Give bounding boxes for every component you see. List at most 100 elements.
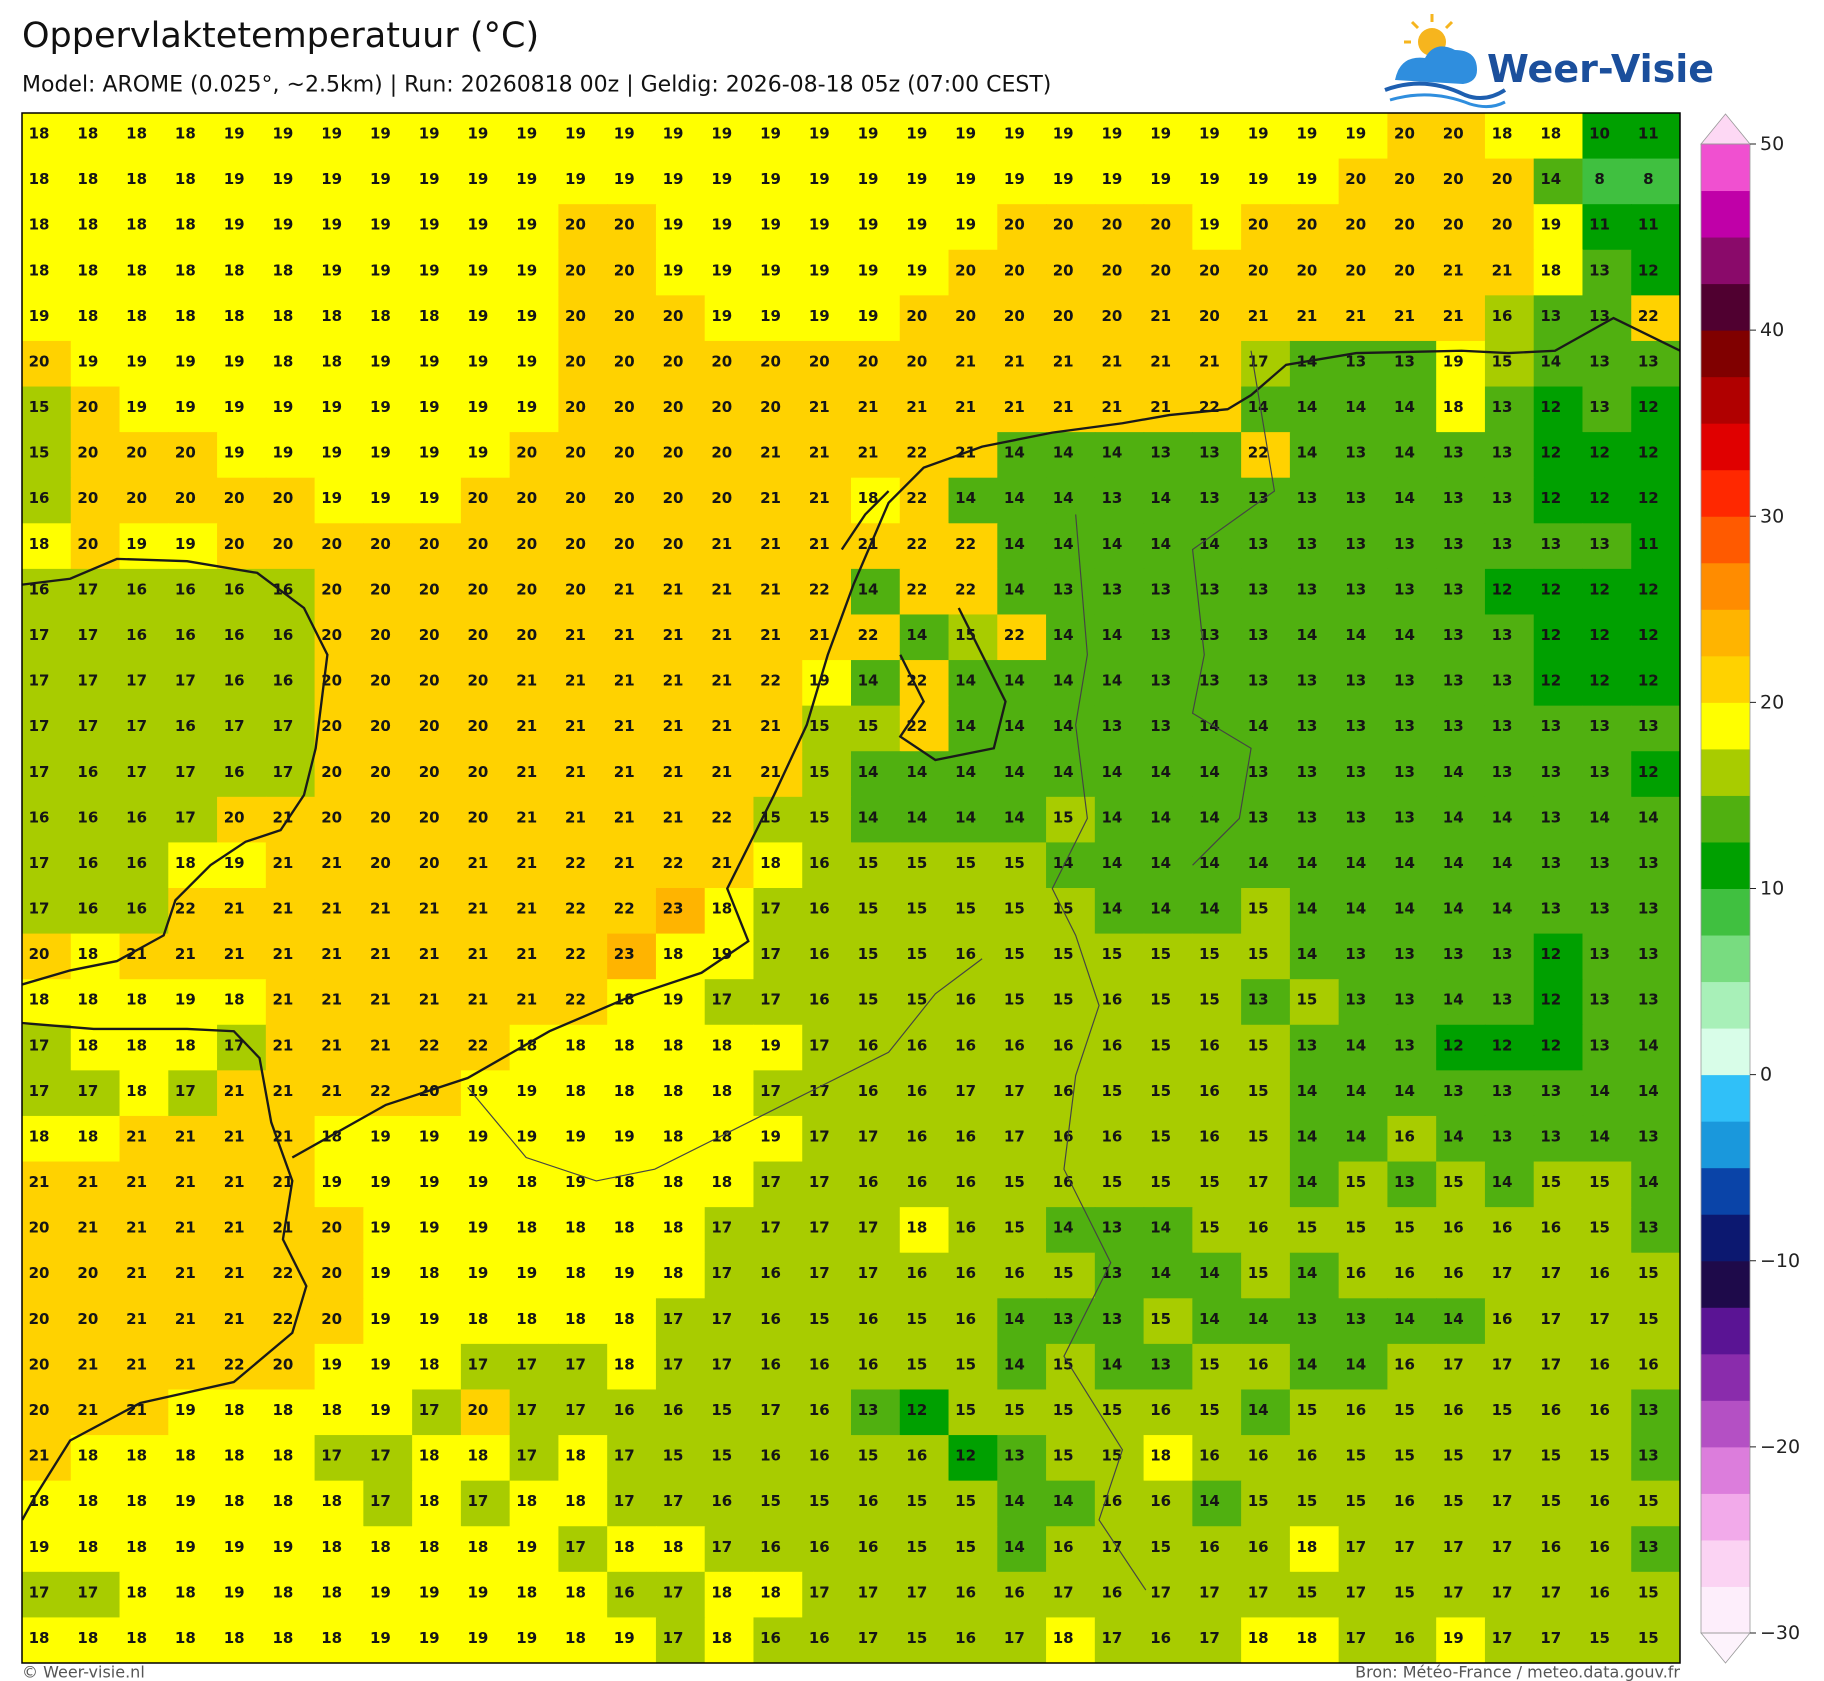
temperature-label: 18 <box>419 307 440 325</box>
temperature-cell <box>119 386 169 433</box>
temperature-cell <box>217 1070 267 1117</box>
temperature-label: 17 <box>1540 1310 1561 1328</box>
temperature-label: 13 <box>1345 672 1366 690</box>
temperature-label: 16 <box>1589 1583 1610 1601</box>
temperature-label: 18 <box>29 535 50 553</box>
temperature-cell <box>1436 1252 1486 1299</box>
temperature-label: 16 <box>955 1310 976 1328</box>
colorbar-band <box>1701 516 1750 564</box>
temperature-label: 14 <box>1004 808 1025 826</box>
temperature-label: 19 <box>419 398 440 416</box>
temperature-label: 21 <box>224 1127 245 1145</box>
colorbar-band <box>1701 1028 1750 1076</box>
temperature-cell <box>1533 796 1584 844</box>
temperature-label: 19 <box>370 352 391 370</box>
temperature-cell <box>168 1298 218 1345</box>
temperature-cell <box>217 1161 267 1208</box>
temperature-cell <box>899 933 950 980</box>
temperature-cell <box>363 660 413 707</box>
temperature-cell <box>1338 113 1389 160</box>
temperature-cell <box>217 158 267 205</box>
temperature-cell <box>1338 204 1389 251</box>
temperature-cell <box>217 979 267 1026</box>
temperature-label: 19 <box>906 261 927 279</box>
temperature-label: 20 <box>663 535 684 553</box>
temperature-label: 17 <box>29 854 50 872</box>
temperature-cell <box>1436 751 1486 798</box>
temperature-label: 18 <box>175 307 196 325</box>
temperature-label: 18 <box>77 125 98 143</box>
temperature-label: 15 <box>1053 1447 1074 1465</box>
temperature-cell <box>1289 1298 1340 1345</box>
temperature-label: 16 <box>1101 1127 1122 1145</box>
temperature-cell <box>1241 204 1291 251</box>
temperature-label: 19 <box>175 352 196 370</box>
temperature-cell <box>1094 1207 1145 1254</box>
temperature-cell <box>1241 1207 1291 1254</box>
temperature-label: 18 <box>272 1447 293 1465</box>
temperature-label: 18 <box>370 307 391 325</box>
temperature-cell <box>460 1252 511 1299</box>
temperature-cell <box>70 933 121 980</box>
temperature-cell <box>314 1252 364 1299</box>
temperature-cell <box>1046 477 1096 524</box>
temperature-label: 16 <box>760 1447 781 1465</box>
temperature-label: 15 <box>906 1492 927 1510</box>
colorbar-band <box>1701 795 1750 843</box>
temperature-label: 16 <box>858 1538 879 1556</box>
temperature-label: 21 <box>77 1219 98 1237</box>
temperature-cell <box>1241 796 1291 844</box>
temperature-label: 21 <box>614 808 635 826</box>
temperature-label: 20 <box>663 307 684 325</box>
temperature-label: 15 <box>1101 1082 1122 1100</box>
temperature-label: 20 <box>468 535 489 553</box>
temperature-label: 16 <box>126 626 147 644</box>
temperature-label: 15 <box>858 717 879 735</box>
temperature-label: 17 <box>77 1583 98 1601</box>
temperature-cell <box>1533 249 1584 296</box>
temperature-cell <box>655 933 706 980</box>
temperature-label: 19 <box>468 216 489 234</box>
temperature-label: 21 <box>760 626 781 644</box>
temperature-cell <box>1094 842 1145 889</box>
colorbar-band <box>1701 702 1750 750</box>
temperature-label: 19 <box>468 125 489 143</box>
temperature-cell <box>363 1207 413 1254</box>
temperature-label: 17 <box>565 1401 586 1419</box>
temperature-label: 21 <box>468 854 489 872</box>
temperature-label: 20 <box>419 535 440 553</box>
temperature-label: 21 <box>809 398 830 416</box>
temperature-label: 16 <box>809 1401 830 1419</box>
temperature-label: 19 <box>468 1629 489 1647</box>
temperature-cell <box>704 751 755 798</box>
temperature-cell <box>851 1070 901 1117</box>
temperature-label: 18 <box>126 1538 147 1556</box>
temperature-label: 15 <box>1053 1355 1074 1373</box>
temperature-label: 16 <box>955 1219 976 1237</box>
temperature-cell <box>265 432 316 479</box>
temperature-cell <box>1582 933 1632 980</box>
temperature-cell <box>1484 979 1535 1026</box>
temperature-cell <box>1387 1252 1437 1299</box>
temperature-label: 18 <box>224 1492 245 1510</box>
temperature-label: 20 <box>224 535 245 553</box>
temperature-cell <box>168 660 218 707</box>
temperature-label: 14 <box>1443 854 1464 872</box>
temperature-cell <box>460 1024 511 1071</box>
temperature-label: 18 <box>516 1310 537 1328</box>
temperature-cell <box>509 204 560 251</box>
temperature-cell <box>704 340 755 388</box>
temperature-cell <box>753 979 803 1026</box>
temperature-label: 18 <box>272 1401 293 1419</box>
temperature-label: 18 <box>614 1538 635 1556</box>
temperature-cell <box>509 568 560 616</box>
temperature-label: 13 <box>1297 535 1318 553</box>
temperature-cell <box>363 933 413 980</box>
temperature-cell <box>1143 113 1193 160</box>
temperature-cell <box>119 158 169 205</box>
temperature-cell <box>607 1298 657 1345</box>
temperature-label: 13 <box>1443 444 1464 462</box>
temperature-cell <box>607 340 657 388</box>
temperature-label: 20 <box>565 307 586 325</box>
temperature-cell <box>1631 1070 1680 1117</box>
